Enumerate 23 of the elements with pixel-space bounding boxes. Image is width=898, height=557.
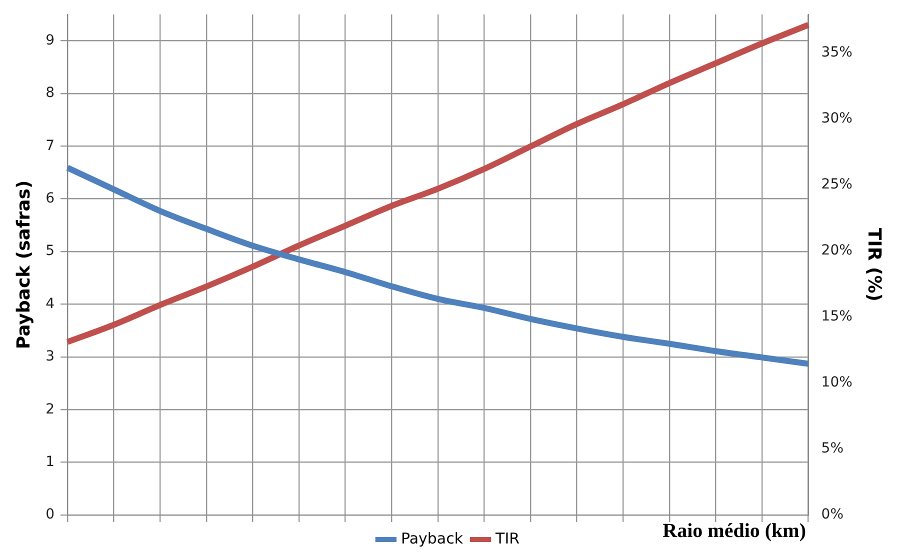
x-axis-title: Raio médio (km)	[662, 520, 806, 543]
y-tick-label: 3	[46, 348, 55, 365]
legend-label: Payback	[400, 529, 464, 548]
y-tick-label: 7	[46, 138, 55, 154]
y2-tick-label: 0%	[821, 506, 844, 523]
y-tick-label: 9	[46, 32, 55, 48]
y2-axis-title: TIR (%)	[864, 228, 885, 302]
y-axis-title: Payback (safras)	[13, 180, 34, 350]
y-tick-label: 1	[46, 454, 55, 470]
y-tick-label: 6	[46, 190, 55, 206]
y-tick-label: 5	[46, 243, 55, 260]
y2-tick-label: 25%	[821, 176, 852, 192]
y2-tick-label: 30%	[821, 110, 852, 126]
legend-label: TIR	[494, 529, 520, 548]
y2-tick-label: 35%	[821, 44, 852, 60]
y2-tick-label: 5%	[821, 440, 844, 457]
y2-tick-label: 15%	[821, 308, 852, 325]
y2-tick-label: 20%	[821, 242, 852, 258]
y-tick-label: 8	[46, 85, 55, 102]
y-tick-label: 2	[46, 401, 55, 418]
y2-tick-label: 10%	[821, 374, 852, 391]
y-tick-label: 0	[46, 506, 55, 523]
y-tick-label: 4	[46, 296, 55, 312]
